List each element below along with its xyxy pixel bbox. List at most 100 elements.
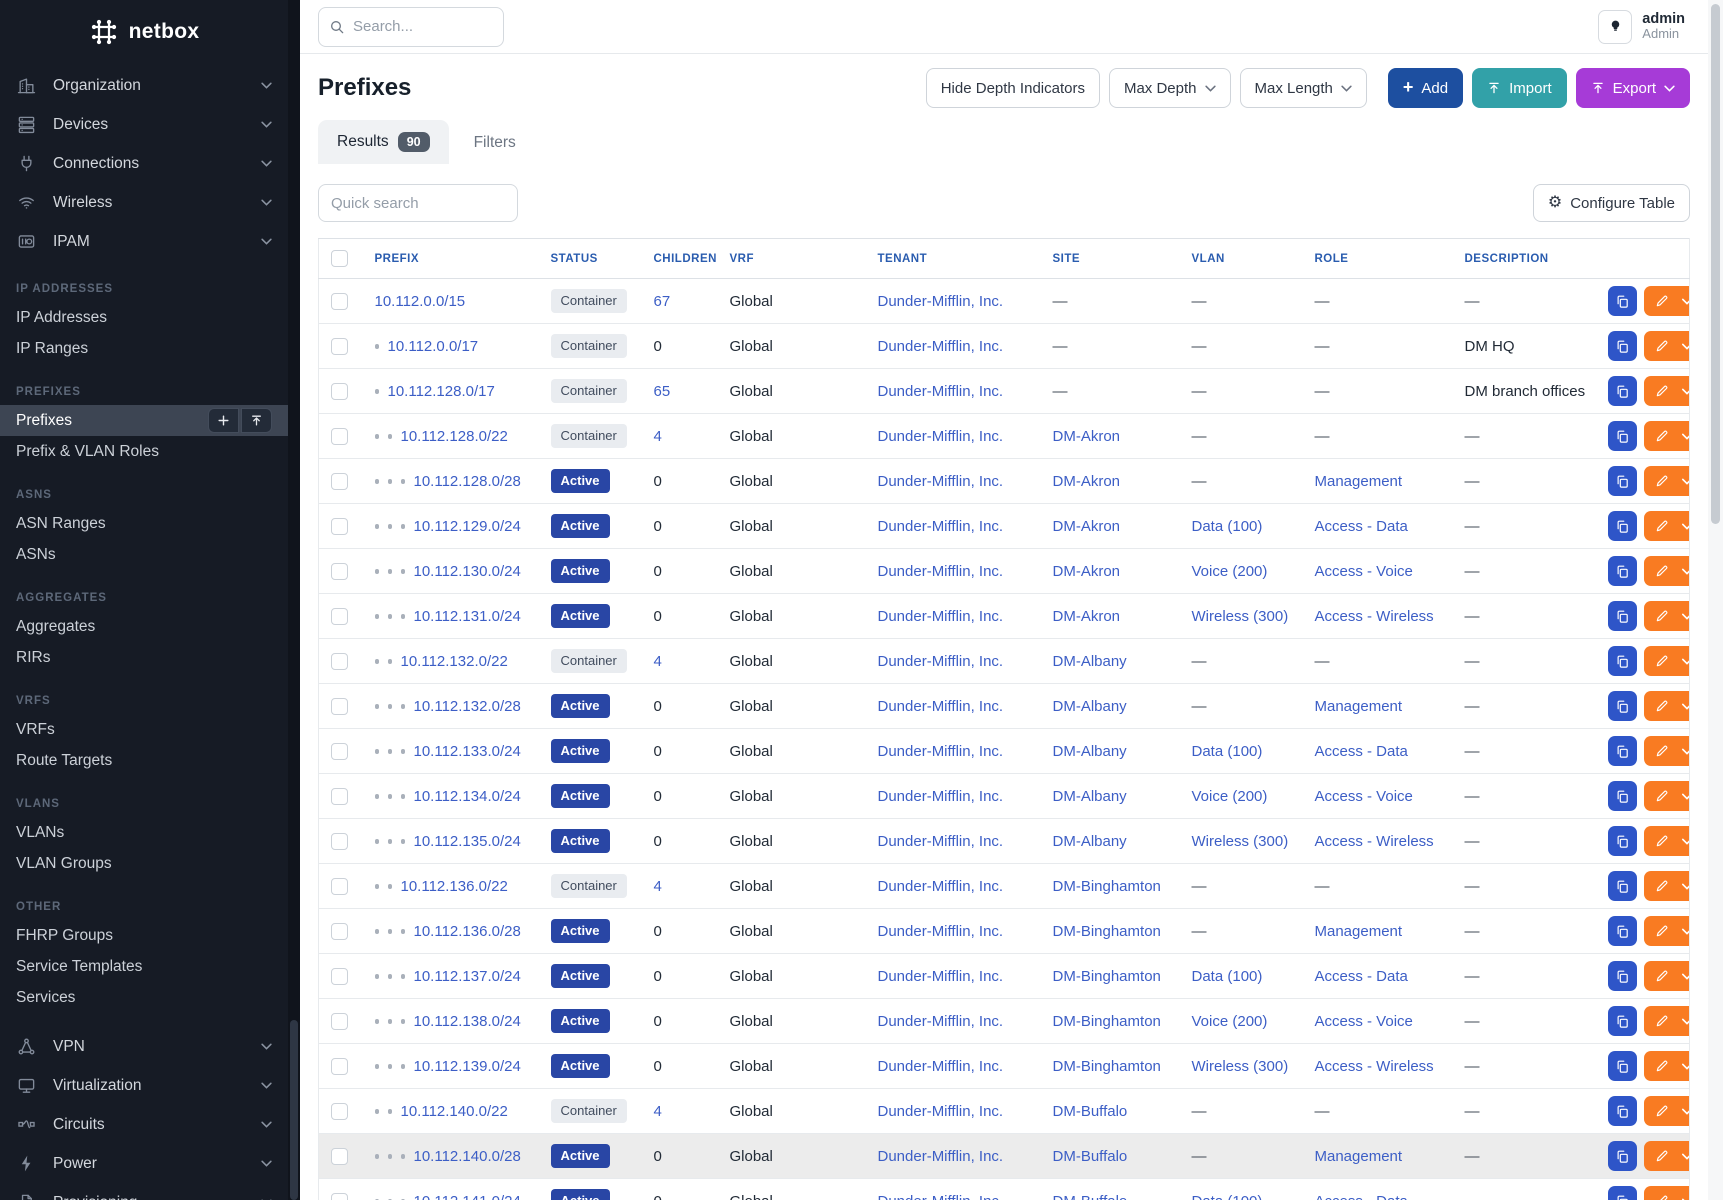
row-checkbox[interactable] xyxy=(331,787,348,805)
column-header-children[interactable]: CHILDREN xyxy=(641,238,718,279)
select-all-checkbox[interactable] xyxy=(331,250,348,267)
sidebar-item-vlans[interactable]: VLANs xyxy=(0,817,288,848)
tenant-link[interactable]: Dunder-Mifflin, Inc. xyxy=(877,652,1004,670)
max-length-dropdown[interactable]: Max Length xyxy=(1239,68,1367,108)
global-search-input[interactable] xyxy=(353,18,473,35)
role-link[interactable]: Access - Data xyxy=(1314,742,1408,760)
tenant-link[interactable]: Dunder-Mifflin, Inc. xyxy=(877,472,1004,490)
sidebar-item-vpn[interactable]: VPN xyxy=(0,1027,288,1066)
clone-button[interactable] xyxy=(1607,601,1637,631)
role-link[interactable]: Access - Data xyxy=(1315,1193,1408,1200)
prefix-link[interactable]: 10.112.0.0/15 xyxy=(374,292,466,310)
prefix-link[interactable]: 10.112.140.0/22 xyxy=(400,1102,508,1120)
edit-dropdown-toggle[interactable] xyxy=(1677,1141,1689,1171)
sidebar-item-aggregates[interactable]: Aggregates xyxy=(0,611,288,642)
site-link[interactable]: DM-Albany xyxy=(1052,697,1127,715)
prefix-link[interactable]: 10.112.137.0/24 xyxy=(413,967,521,985)
page-scrollbar[interactable] xyxy=(1708,0,1723,1200)
tenant-link[interactable]: Dunder-Mifflin, Inc. xyxy=(877,1057,1004,1075)
edit-button[interactable] xyxy=(1644,331,1677,361)
site-link[interactable]: DM-Albany xyxy=(1052,742,1127,760)
sidebar-item-circuits[interactable]: Circuits xyxy=(0,1105,288,1144)
clone-button[interactable] xyxy=(1607,1186,1637,1200)
site-link[interactable]: DM-Buffalo xyxy=(1053,1193,1128,1200)
column-header-vrf[interactable]: VRF xyxy=(717,238,866,279)
site-link[interactable]: DM-Akron xyxy=(1052,427,1121,445)
sidebar-item-vrfs[interactable]: VRFs xyxy=(0,714,288,745)
clone-button[interactable] xyxy=(1607,286,1637,316)
edit-dropdown-toggle[interactable] xyxy=(1677,1186,1689,1200)
prefix-link[interactable]: 10.112.138.0/24 xyxy=(413,1012,521,1030)
site-link[interactable]: DM-Binghamton xyxy=(1052,1057,1161,1075)
netbox-logo[interactable]: netbox xyxy=(0,0,288,58)
prefix-link[interactable]: 10.112.128.0/28 xyxy=(413,472,521,490)
sidebar-item-virtualization[interactable]: Virtualization xyxy=(0,1066,288,1105)
prefix-link[interactable]: 10.112.139.0/24 xyxy=(413,1057,521,1075)
edit-dropdown-toggle[interactable] xyxy=(1677,646,1689,676)
row-checkbox[interactable] xyxy=(331,472,348,490)
site-link[interactable]: DM-Buffalo xyxy=(1052,1102,1128,1120)
sidebar-scrollbar[interactable] xyxy=(288,0,300,1200)
prefix-link[interactable]: 10.112.136.0/22 xyxy=(400,877,508,895)
sidebar-import-button[interactable] xyxy=(241,408,272,433)
edit-button[interactable] xyxy=(1644,1186,1677,1200)
prefix-link[interactable]: 10.112.133.0/24 xyxy=(413,742,521,760)
vlan-link[interactable]: Voice (200) xyxy=(1191,562,1268,580)
prefix-link[interactable]: 10.112.140.0/28 xyxy=(413,1147,521,1165)
role-link[interactable]: Access - Voice xyxy=(1314,562,1413,580)
vlan-link[interactable]: Wireless (300) xyxy=(1191,1057,1289,1075)
role-link[interactable]: Management xyxy=(1314,697,1403,715)
add-button[interactable]: + Add xyxy=(1387,68,1464,108)
tab-results[interactable]: Results 90 xyxy=(318,120,449,164)
theme-toggle-button[interactable] xyxy=(1598,9,1633,44)
max-depth-dropdown[interactable]: Max Depth xyxy=(1108,68,1231,108)
clone-button[interactable] xyxy=(1607,1141,1637,1171)
edit-button[interactable] xyxy=(1644,826,1677,856)
quick-search-input[interactable] xyxy=(318,184,518,222)
tenant-link[interactable]: Dunder-Mifflin, Inc. xyxy=(877,292,1004,310)
sidebar-item-rirs[interactable]: RIRs xyxy=(0,642,288,673)
row-checkbox[interactable] xyxy=(331,1192,348,1200)
edit-button[interactable] xyxy=(1644,871,1677,901)
role-link[interactable]: Access - Wireless xyxy=(1314,1057,1434,1075)
sidebar-item-organization[interactable]: Organization xyxy=(0,66,288,105)
sidebar-item-fhrp-groups[interactable]: FHRP Groups xyxy=(0,920,288,951)
edit-button[interactable] xyxy=(1644,781,1677,811)
edit-button[interactable] xyxy=(1644,601,1677,631)
configure-table-button[interactable]: ⚙ Configure Table xyxy=(1532,184,1690,222)
prefix-link[interactable]: 10.112.128.0/17 xyxy=(387,382,495,400)
edit-button[interactable] xyxy=(1644,421,1677,451)
children-count-link[interactable]: 4 xyxy=(653,427,662,445)
tenant-link[interactable]: Dunder-Mifflin, Inc. xyxy=(877,787,1004,805)
sidebar-item-route-targets[interactable]: Route Targets xyxy=(0,745,288,776)
row-checkbox[interactable] xyxy=(331,292,348,310)
prefix-link[interactable]: 10.112.136.0/28 xyxy=(413,922,521,940)
edit-dropdown-toggle[interactable] xyxy=(1677,736,1689,766)
edit-dropdown-toggle[interactable] xyxy=(1677,1006,1689,1036)
prefix-link[interactable]: 10.112.0.0/17 xyxy=(387,337,479,355)
tenant-link[interactable]: Dunder-Mifflin, Inc. xyxy=(877,427,1004,445)
clone-button[interactable] xyxy=(1607,421,1637,451)
edit-button[interactable] xyxy=(1644,511,1677,541)
sidebar-item-asns[interactable]: ASNs xyxy=(0,539,288,570)
edit-dropdown-toggle[interactable] xyxy=(1677,1051,1689,1081)
clone-button[interactable] xyxy=(1607,1006,1637,1036)
sidebar-scrollbar-thumb[interactable] xyxy=(290,1020,298,1200)
edit-button[interactable] xyxy=(1644,466,1677,496)
sidebar-item-connections[interactable]: Connections xyxy=(0,144,288,183)
sidebar-item-ip-ranges[interactable]: IP Ranges xyxy=(0,333,288,364)
row-checkbox[interactable] xyxy=(331,1147,348,1165)
clone-button[interactable] xyxy=(1607,331,1637,361)
edit-dropdown-toggle[interactable] xyxy=(1677,1096,1689,1126)
site-link[interactable]: DM-Binghamton xyxy=(1052,877,1161,895)
row-checkbox[interactable] xyxy=(331,742,348,760)
site-link[interactable]: DM-Akron xyxy=(1052,517,1121,535)
clone-button[interactable] xyxy=(1607,691,1637,721)
prefix-link[interactable]: 10.112.141.0/24 xyxy=(414,1193,521,1200)
children-count-link[interactable]: 4 xyxy=(653,1102,662,1120)
site-link[interactable]: DM-Binghamton xyxy=(1052,1012,1161,1030)
edit-dropdown-toggle[interactable] xyxy=(1677,826,1689,856)
user-menu[interactable]: admin Admin xyxy=(1598,9,1693,44)
edit-button[interactable] xyxy=(1644,1141,1677,1171)
site-link[interactable]: DM-Binghamton xyxy=(1052,967,1161,985)
